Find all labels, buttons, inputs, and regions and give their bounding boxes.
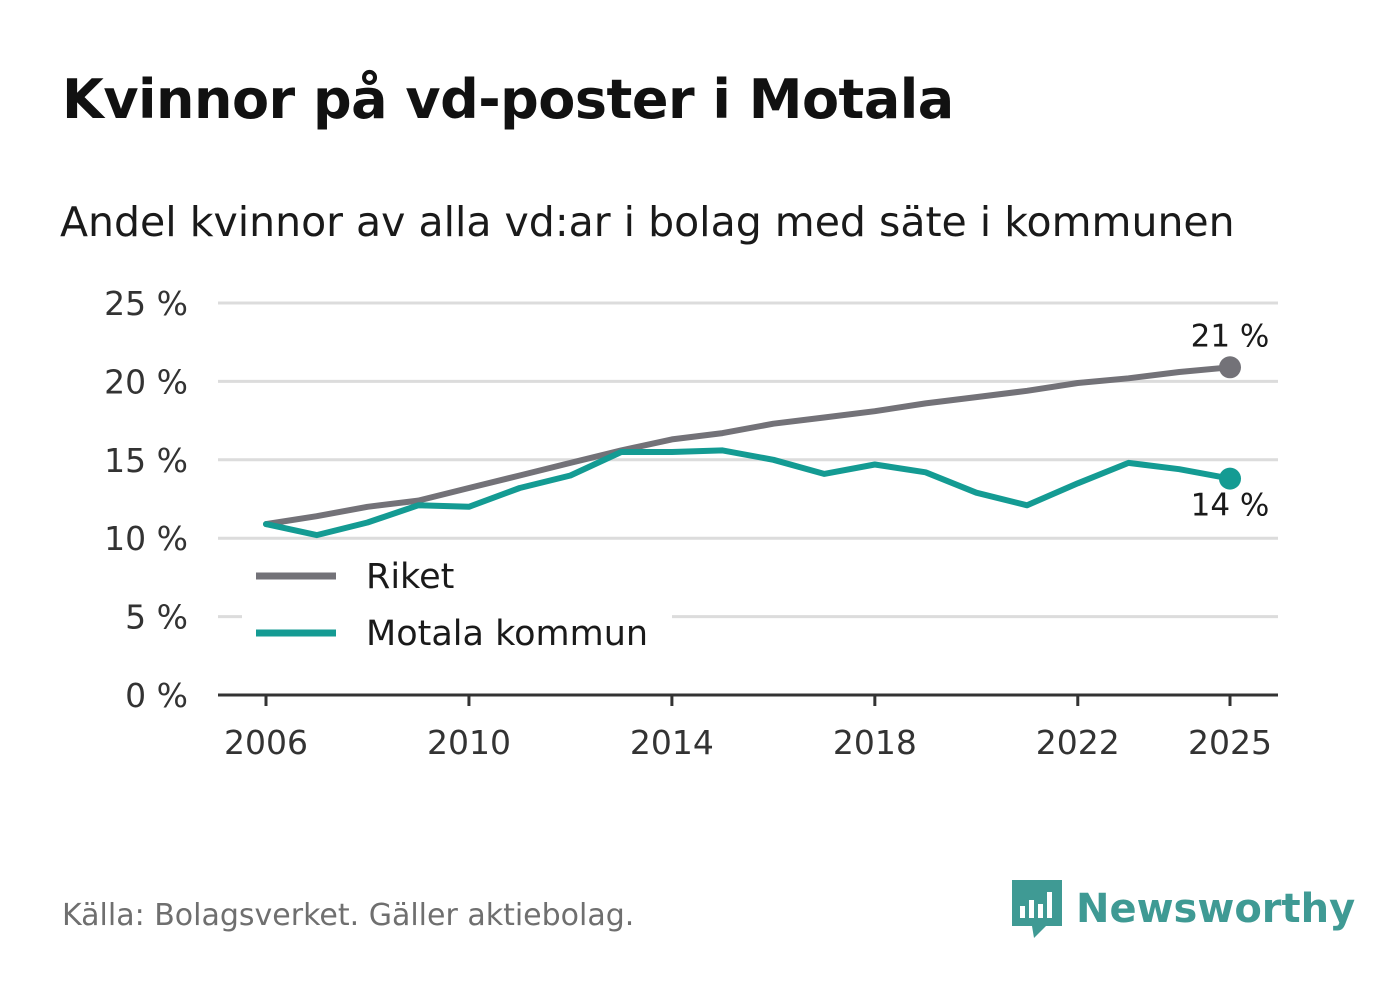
x-axis-ticks: 2006 2010 2014 2018 2022 2025 [218, 693, 1278, 762]
end-value-label: 14 % [1191, 488, 1270, 524]
y-tick-label: 0 % [125, 676, 188, 715]
y-tick-label: 15 % [104, 441, 188, 480]
x-tick-label: 2022 [1036, 723, 1120, 762]
y-tick-label: 20 % [104, 362, 188, 401]
y-tick-label: 5 % [125, 598, 188, 637]
chart-title: Kvinnor på vd-poster i Motala [62, 68, 954, 131]
legend: Riket Motala kommun [242, 553, 672, 668]
series-line-motala [263, 447, 1233, 539]
x-tick-label: 2006 [224, 723, 308, 762]
brand-name: Newsworthy [1076, 886, 1356, 932]
series-endpoint-riket [1219, 356, 1241, 379]
end-value-label: 21 % [1191, 318, 1270, 354]
end-labels: 21 % 14 % [1191, 318, 1270, 523]
legend-label: Motala kommun [366, 614, 648, 654]
newsworthy-icon [1012, 880, 1062, 938]
legend-label: Riket [366, 557, 454, 597]
legend-background [242, 553, 672, 668]
y-tick-label: 25 % [104, 284, 188, 323]
series-line-riket [263, 364, 1233, 528]
x-tick-label: 2014 [630, 723, 714, 762]
x-tick-label: 2018 [833, 723, 917, 762]
series-lines [263, 356, 1241, 539]
brand-logo: Newsworthy [1010, 876, 1355, 942]
y-tick-label: 10 % [104, 519, 188, 558]
y-axis-ticks: 0 % 5 % 10 % 15 % 20 % 25 % [104, 284, 188, 715]
source-note: Källa: Bolagsverket. Gäller aktiebolag. [62, 898, 635, 933]
x-tick-label: 2010 [427, 723, 511, 762]
x-tick-label: 2025 [1188, 723, 1272, 762]
chart-subtitle: Andel kvinnor av alla vd:ar i bolag med … [60, 198, 1235, 246]
series-endpoint-motala [1219, 467, 1241, 490]
